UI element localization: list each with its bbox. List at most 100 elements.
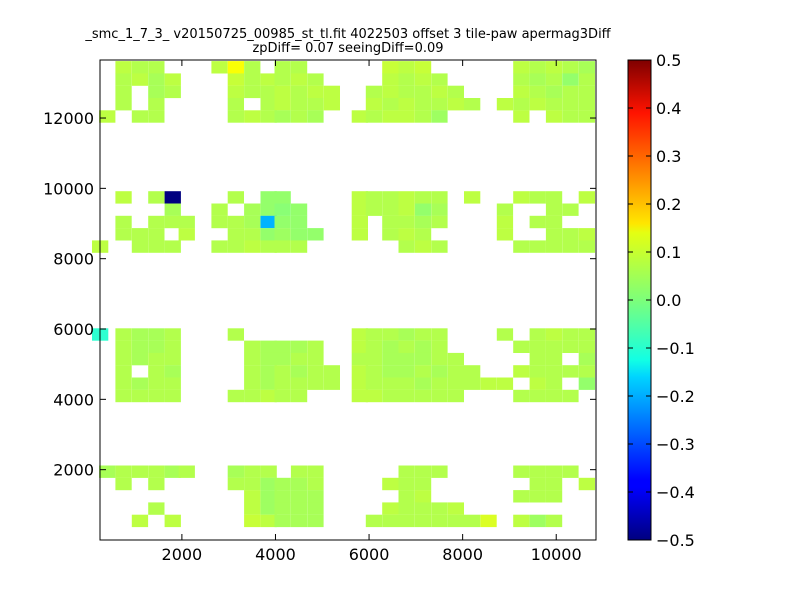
- heatmap-cell: [382, 502, 399, 515]
- heatmap-cell: [274, 477, 291, 491]
- heatmap-cell: [148, 328, 165, 341]
- heatmap-cell: [164, 389, 181, 403]
- y-tick-label: 10000: [43, 179, 94, 198]
- heatmap-cell: [323, 85, 340, 99]
- heatmap-cell: [365, 98, 383, 111]
- heatmap-cell: [260, 240, 277, 253]
- heatmap-cell: [290, 98, 308, 111]
- heatmap-cell: [545, 203, 563, 216]
- heatmap-cell: [513, 191, 530, 204]
- heatmap-cell: [351, 191, 368, 204]
- heatmap-cell: [545, 328, 563, 341]
- heatmap-cell: [260, 73, 277, 86]
- heatmap-cell: [290, 110, 308, 123]
- heatmap-cell: [131, 61, 149, 74]
- heatmap-cell: [398, 73, 415, 86]
- heatmap-cell: [148, 477, 165, 491]
- heatmap-cell: [115, 228, 132, 241]
- heatmap-cell: [164, 240, 181, 253]
- heatmap-cell: [513, 490, 530, 503]
- heatmap-cell: [545, 191, 563, 204]
- heatmap-cell: [398, 228, 415, 241]
- heatmap-cell: [545, 98, 563, 111]
- heatmap-cell: [382, 98, 399, 111]
- heatmap-cell: [431, 240, 448, 253]
- heatmap-cell: [382, 352, 399, 366]
- heatmap-cell: [431, 365, 448, 378]
- heatmap-cell: [365, 514, 383, 528]
- heatmap-cell: [464, 514, 481, 528]
- heatmap-cell: [431, 191, 448, 204]
- heatmap-cell: [480, 514, 497, 528]
- heatmap-cell: [365, 110, 383, 123]
- heatmap-cell: [115, 191, 132, 204]
- heatmap-cell: [545, 61, 563, 74]
- heatmap-cell: [382, 110, 399, 123]
- heatmap-cell: [414, 98, 432, 111]
- heatmap-cell: [260, 465, 277, 478]
- heatmap-cell: [164, 377, 181, 390]
- heatmap-cell: [244, 465, 261, 478]
- heatmap-cell: [164, 215, 181, 229]
- heatmap-cell: [513, 85, 530, 99]
- heatmap-cell: [431, 73, 448, 86]
- heatmap-cell: [365, 328, 383, 341]
- heatmap-cell: [307, 465, 324, 478]
- heatmap-cell: [164, 73, 181, 86]
- heatmap-cell: [447, 352, 464, 366]
- heatmap-cell: [545, 465, 563, 478]
- heatmap-cell: [260, 191, 277, 204]
- y-tick-label: 8000: [53, 250, 94, 269]
- heatmap-cell: [244, 240, 261, 253]
- heatmap-cell: [274, 110, 291, 123]
- heatmap-cell: [211, 61, 228, 74]
- colorbar-tick-label: −0.4: [656, 483, 695, 502]
- x-axis: 2000 4000 6000 8000 10000: [162, 60, 582, 564]
- heatmap-cell: [431, 502, 448, 515]
- heatmap-cell: [290, 490, 308, 503]
- heatmap-cell: [164, 340, 181, 353]
- heatmap-cell: [260, 377, 277, 390]
- heatmap-cell: [562, 110, 579, 123]
- heatmap-cell: [398, 340, 415, 353]
- heatmap-cell: [148, 352, 165, 366]
- heatmap-cell: [414, 352, 432, 366]
- heatmap-cell: [414, 203, 432, 216]
- heatmap-cell: [398, 98, 415, 111]
- heatmap-cell: [496, 228, 514, 241]
- heatmap-cell: [414, 340, 432, 353]
- heatmap-cell: [307, 98, 324, 111]
- heatmap-cell: [307, 340, 324, 353]
- heatmap-cell: [545, 73, 563, 86]
- heatmap-cell: [382, 340, 399, 353]
- heatmap-cell: [414, 389, 432, 403]
- colorbar-tick-label: 0.1: [656, 243, 681, 262]
- heatmap-cell: [244, 85, 261, 99]
- heatmap-cell: [578, 365, 595, 378]
- heatmap-cell: [148, 191, 165, 204]
- heatmap-cell: [513, 61, 530, 74]
- y-tick-label: 6000: [53, 320, 94, 339]
- heatmap-cell: [398, 352, 415, 366]
- heatmap-cell: [578, 61, 595, 74]
- heatmap-cell: [398, 191, 415, 204]
- heatmap-cell: [115, 352, 132, 366]
- heatmap-cell: [562, 240, 579, 253]
- heatmap-cell: [244, 340, 261, 353]
- heatmap-cell: [351, 365, 368, 378]
- heatmap-cell: [323, 98, 340, 111]
- heatmap-cell: [578, 352, 595, 366]
- heatmap-cell: [164, 465, 181, 478]
- heatmap-cell: [529, 477, 546, 491]
- heatmap-cell: [227, 240, 244, 253]
- heatmap-cell: [260, 477, 277, 491]
- y-tick-label: 2000: [53, 461, 94, 480]
- heatmap-cell: [578, 240, 595, 253]
- heatmap-cell: [545, 389, 563, 403]
- heatmap-cell: [211, 215, 228, 229]
- heatmap-cell: [148, 365, 165, 378]
- heatmap-cell: [365, 340, 383, 353]
- heatmap-cell: [414, 465, 432, 478]
- heatmap-cell: [496, 377, 514, 390]
- heatmap-cell: [414, 490, 432, 503]
